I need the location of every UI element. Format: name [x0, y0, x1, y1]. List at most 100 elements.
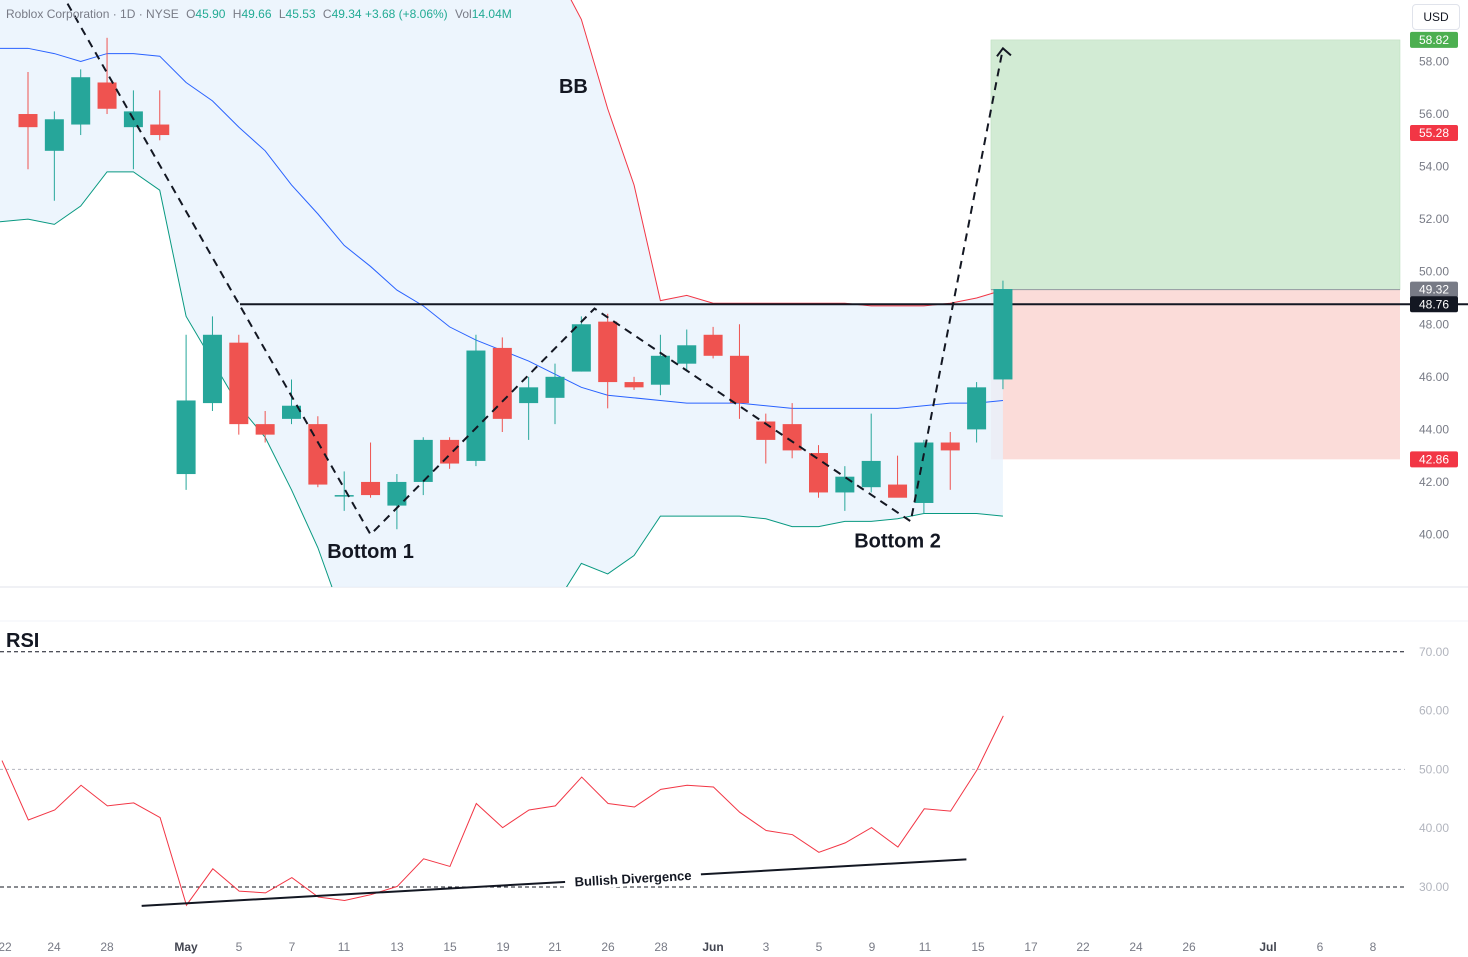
price-tag-stop: 42.86 — [1410, 451, 1458, 468]
candle-body — [18, 114, 38, 128]
time-axis-tick: May — [174, 940, 198, 954]
candle — [334, 471, 354, 511]
time-axis-tick: 11 — [338, 940, 351, 954]
candle — [967, 382, 987, 443]
candle — [202, 316, 222, 411]
candle-body — [729, 355, 749, 404]
time-axis-tick: 28 — [654, 940, 668, 954]
double-bottom-path — [66, 3, 1004, 537]
time-axis-tick: 15 — [971, 940, 985, 954]
time-axis-tick: Jul — [1259, 940, 1276, 954]
symbol-name: Roblox Corporation · 1D · NYSE — [6, 7, 179, 21]
candle-body — [835, 476, 855, 493]
candle — [492, 337, 512, 433]
time-axis-tick: 21 — [548, 940, 562, 954]
candle — [677, 329, 697, 372]
candle-body — [255, 424, 275, 435]
price-axis-tick: 42.00 — [1419, 475, 1449, 489]
rsi-axis-tick: 40.00 — [1419, 821, 1449, 835]
candle-body — [861, 460, 881, 488]
price-axis-tick: 40.00 — [1419, 528, 1449, 542]
low-label: L — [278, 7, 286, 21]
low-value: 45.53 — [285, 7, 316, 21]
currency-button[interactable]: USD — [1412, 4, 1460, 30]
candle — [993, 280, 1013, 390]
candle-body — [361, 481, 381, 496]
candle — [255, 410, 275, 443]
price-axis-tick: 52.00 — [1419, 212, 1449, 226]
price-tag-value: 49.32 — [1419, 283, 1449, 297]
candle-body — [387, 481, 407, 506]
bollinger-bands — [0, 0, 1004, 587]
candle-body — [782, 424, 802, 451]
price-axis-tick: 56.00 — [1419, 107, 1449, 121]
candle — [97, 37, 117, 115]
time-axis-tick: 5 — [816, 940, 823, 954]
time-axis-tick: 19 — [496, 940, 510, 954]
candle-body — [703, 334, 723, 356]
pattern-path — [66, 3, 1012, 537]
candle — [150, 90, 170, 141]
volume-label: Vol — [455, 7, 472, 21]
candle-body — [466, 350, 486, 461]
time-axis-tick: 24 — [1129, 940, 1143, 954]
price-tag-value: 48.76 — [1419, 297, 1449, 311]
target-zone — [990, 39, 1401, 290]
candle — [809, 445, 828, 498]
candle — [387, 474, 407, 530]
time-axis-tick: Jun — [702, 940, 723, 954]
stop-zone — [990, 289, 1400, 460]
legend: Roblox Corporation · 1D · NYSE O45.90 H4… — [6, 7, 512, 21]
time-axis-tick: 7 — [289, 940, 296, 954]
candle-body — [71, 77, 91, 125]
position-zones — [990, 39, 1401, 460]
candle — [519, 376, 539, 440]
close-label: C — [322, 7, 332, 21]
close-value: 49.34 — [331, 7, 362, 21]
pane-divider — [0, 586, 1468, 622]
candle-body — [334, 495, 354, 497]
candle-body — [888, 484, 908, 498]
price-axis-tick: 58.00 — [1419, 54, 1449, 68]
candle — [650, 334, 670, 396]
candle-body — [413, 439, 433, 482]
price-tag-value: 55.28 — [1419, 126, 1449, 140]
candle — [571, 316, 591, 372]
candle-body — [598, 321, 618, 383]
price-tag-line: 48.76 — [1410, 296, 1458, 313]
price-tag-bg — [1410, 31, 1458, 48]
bb-lower-line — [0, 171, 1003, 587]
candle — [466, 334, 486, 467]
candle — [282, 379, 301, 425]
time-axis-tick: 13 — [390, 940, 404, 954]
time-axis-tick: 11 — [919, 940, 932, 954]
time-axis-tick: 5 — [236, 940, 243, 954]
price-axis-tick: 48.00 — [1419, 317, 1449, 331]
rsi-axis-tick: 60.00 — [1419, 704, 1449, 718]
arrow-head — [996, 46, 1012, 57]
rsi-axis-tick: 70.00 — [1419, 645, 1449, 659]
rsi-axis-tick: 30.00 — [1419, 880, 1449, 894]
candle — [361, 442, 381, 498]
price-tag-last: 49.32 — [1410, 281, 1458, 298]
candles — [18, 37, 1013, 530]
candle — [18, 71, 38, 170]
candle-body — [229, 342, 249, 425]
candle-body — [545, 376, 565, 398]
candle-body — [624, 382, 644, 388]
price-tag-bg — [1410, 281, 1458, 298]
high-label: H — [232, 7, 242, 21]
annotations: BB Bottom 1 Bottom 2 — [327, 76, 941, 563]
candle — [861, 413, 881, 493]
candle — [229, 334, 249, 435]
rsi-title: RSI — [6, 630, 39, 652]
axes: 40.00 42.00 44.00 46.00 48.00 50.00 52.00 54.00… — [0, 54, 1449, 954]
price-tag-bg — [1410, 124, 1458, 141]
time-axis-tick: 24 — [47, 940, 61, 954]
time-axis-tick: 3 — [763, 940, 770, 954]
time-axis-tick: 28 — [100, 940, 114, 954]
rsi-line — [1, 715, 1004, 907]
candle — [176, 334, 196, 490]
candle-body — [940, 442, 960, 451]
